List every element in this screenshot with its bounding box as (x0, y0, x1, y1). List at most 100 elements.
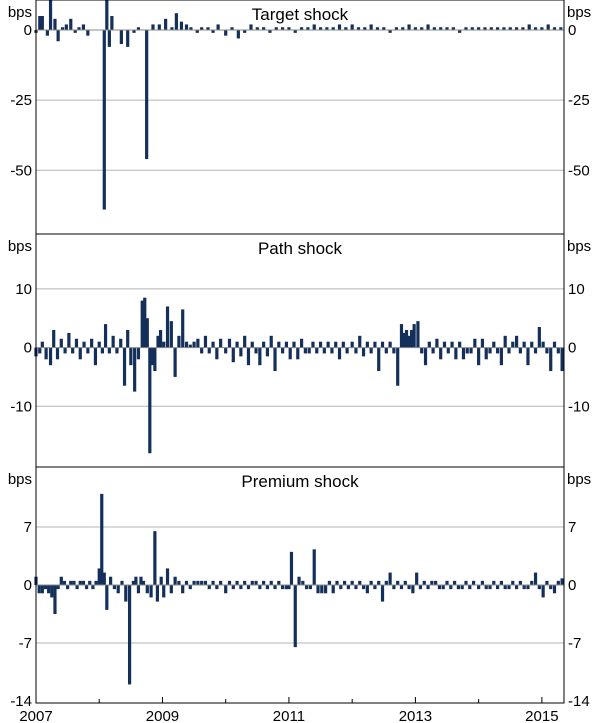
bar (124, 585, 128, 602)
bar (287, 585, 291, 590)
bar (107, 347, 111, 354)
bar (318, 27, 323, 31)
y-unit-label-left: bps (8, 471, 32, 488)
bar (40, 585, 44, 594)
bar (430, 580, 434, 585)
bar (40, 16, 44, 31)
bar (103, 324, 108, 348)
bar (200, 27, 204, 31)
bar (84, 585, 89, 590)
bar (480, 580, 485, 585)
bar (361, 585, 366, 590)
y-unit-label-right: bps (567, 238, 591, 255)
bar (112, 585, 117, 590)
bar (318, 341, 323, 348)
bar (477, 27, 481, 31)
bar (159, 576, 163, 585)
bar (162, 341, 166, 348)
bar (464, 27, 468, 31)
bar (181, 585, 185, 594)
bar (354, 347, 358, 354)
bar (541, 585, 545, 598)
bar (407, 585, 411, 590)
bar (511, 341, 515, 348)
bar (110, 16, 114, 31)
bar (526, 585, 530, 590)
bar (399, 324, 404, 348)
bar (545, 347, 549, 354)
bar (477, 585, 481, 590)
bar (169, 321, 173, 348)
bar (59, 576, 63, 585)
bar (246, 347, 251, 366)
bar (47, 585, 51, 594)
bar (262, 341, 266, 348)
bar (533, 347, 538, 354)
bar (284, 585, 289, 590)
bar (126, 329, 130, 348)
bar (215, 585, 219, 590)
bar (235, 341, 239, 348)
bar (116, 585, 120, 594)
bar (546, 24, 550, 31)
bar (404, 329, 409, 348)
bar (181, 309, 185, 348)
bar (483, 27, 487, 31)
bar (507, 347, 511, 354)
bar (64, 24, 68, 31)
bar (350, 580, 354, 585)
bar (189, 27, 193, 31)
bar (86, 30, 90, 36)
bar (239, 585, 243, 590)
bar (396, 347, 400, 386)
y-tick-label-right: -14 (568, 693, 590, 710)
bar (77, 27, 81, 31)
bar (299, 338, 304, 348)
bar (384, 580, 388, 585)
bar (88, 580, 92, 585)
bar (203, 580, 208, 585)
bar (392, 585, 396, 590)
bar (437, 585, 442, 590)
bar (369, 580, 373, 585)
bar (207, 347, 211, 354)
bar (297, 576, 301, 585)
y-tick-label-right: 0 (568, 22, 576, 39)
bar (507, 585, 511, 590)
bar (43, 585, 48, 590)
bar (369, 347, 373, 354)
bar (94, 580, 98, 585)
bar (415, 572, 419, 585)
bar (63, 347, 67, 354)
bar (44, 347, 48, 360)
bar (441, 585, 445, 590)
panel-frame (35, 0, 565, 235)
bar (422, 580, 426, 585)
bar (227, 338, 232, 348)
bar (380, 341, 385, 348)
bar (136, 27, 141, 31)
panel-title: Premium shock (241, 472, 359, 491)
bar (90, 338, 94, 348)
bar (335, 580, 339, 585)
bar (496, 347, 500, 354)
bar (243, 580, 247, 585)
bar (416, 321, 420, 348)
bar (382, 27, 386, 31)
bar (231, 347, 235, 363)
bar (143, 297, 147, 348)
bar (301, 580, 305, 585)
bar (48, 347, 53, 366)
bar (461, 347, 466, 360)
y-tick-label-left: -50 (10, 162, 32, 179)
bar (363, 27, 367, 31)
bar (339, 585, 343, 590)
bar (107, 30, 111, 47)
bar (303, 347, 307, 354)
bar (157, 24, 161, 31)
bar (141, 580, 146, 585)
bar (277, 580, 281, 585)
bar (396, 580, 400, 585)
bar (289, 551, 294, 585)
